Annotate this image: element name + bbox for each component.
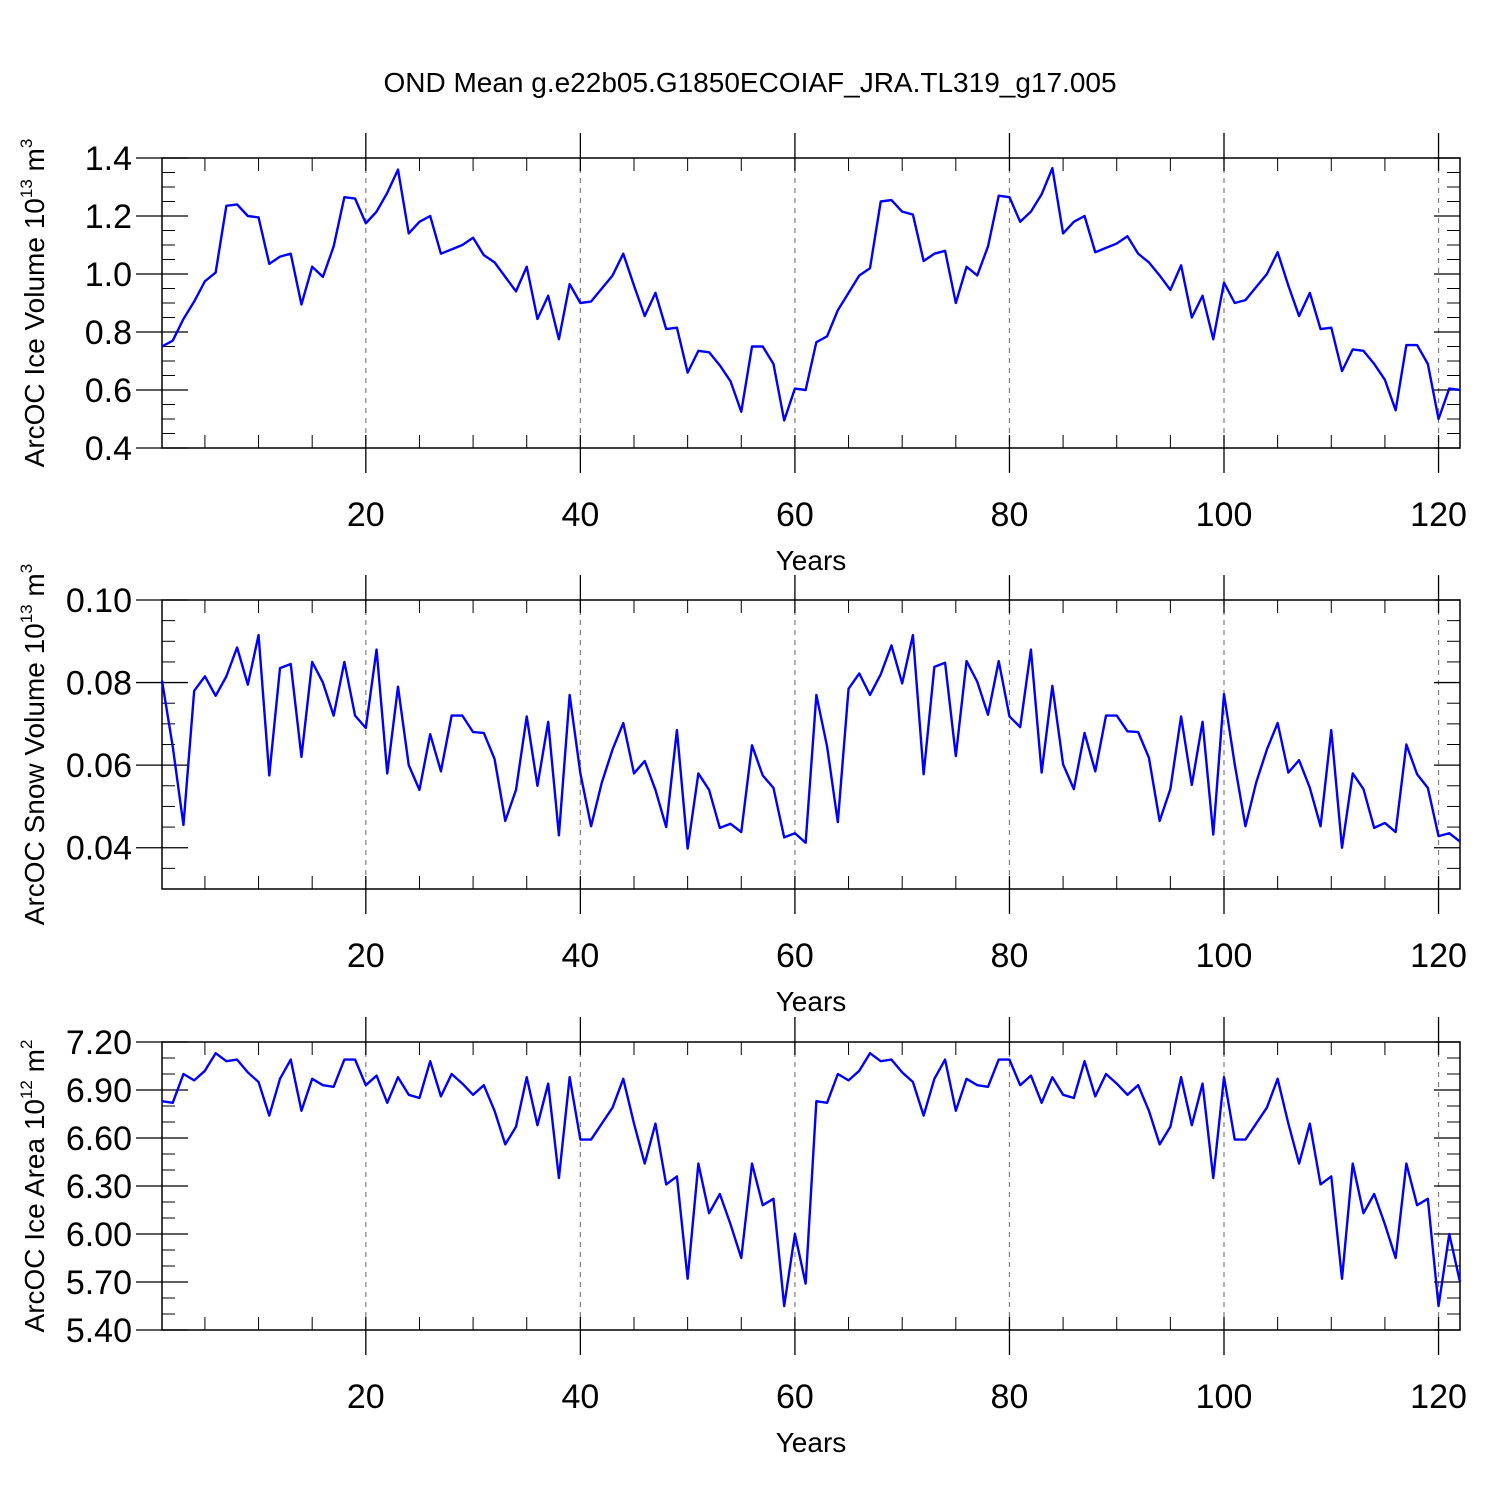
snow-volume-xtick-label: 60 (776, 937, 814, 975)
snow-volume-frame (161, 599, 1461, 890)
ice-area-ytick-label: 5.40 (66, 1312, 132, 1350)
ice-area-ytick-label: 6.60 (66, 1120, 132, 1158)
ice-area-ytick-label: 6.90 (66, 1072, 132, 1110)
ice-area-xtick-label: 80 (991, 1378, 1029, 1416)
ice-volume-xtick-label: 40 (561, 496, 599, 534)
ice-volume-ytick-label: 1.2 (85, 198, 132, 236)
ice-area-xtick-label: 60 (776, 1378, 814, 1416)
snow-volume-xtick-label: 20 (347, 937, 385, 975)
ice-volume-panel: 20 40 60 80 100 120 Years 0.4 0.6 0.8 1.0 1.2 1.4 Arc… (17, 133, 1467, 576)
snow-volume-xtick-label: 100 (1196, 937, 1253, 975)
snow-volume-ytick-label: 0.08 (66, 665, 132, 703)
snow-volume-ylabel: ArcOC Snow Volume 1013 m3 (17, 564, 50, 925)
ice-area-xlabel: Years (776, 1427, 847, 1458)
ice-volume-ytick-label: 0.4 (85, 430, 132, 468)
figure-title: OND Mean g.e22b05.G1850ECOIAF_JRA.TL319_… (383, 67, 1116, 98)
ice-area-panel: 20 40 60 80 100 120 Years 5.40 5.70 6.00 6.30 6.60 6… (17, 1017, 1467, 1458)
snow-volume-panel: 20 40 60 80 100 120 Years 0.04 0.06 0.08 0.10 ArcOC… (17, 564, 1467, 1017)
ice-volume-ytick-label: 1.4 (85, 140, 132, 178)
ice-area-xtick-label: 40 (561, 1378, 599, 1416)
snow-volume-series-line (160, 633, 1461, 850)
ice-volume-xlabel: Years (776, 545, 847, 576)
ice-area-series-line (161, 1051, 1462, 1308)
snow-volume-xtick-label: 40 (561, 937, 599, 975)
snow-volume-xtick-label: 80 (991, 937, 1029, 975)
snow-volume-ytick-label: 0.10 (66, 582, 132, 620)
snow-volume-ytick-label: 0.04 (66, 830, 132, 868)
snow-volume-ytick-label: 0.06 (66, 747, 132, 785)
ice-volume-xtick-label: 60 (776, 496, 814, 534)
ice-volume-xtick-label: 80 (991, 496, 1029, 534)
ice-area-ylabel: ArcOC Ice Area 1012 m2 (17, 1040, 50, 1333)
ice-volume-ytick-label: 1.0 (85, 256, 132, 294)
ice-area-xtick-label: 120 (1410, 1378, 1467, 1416)
ice-volume-ytick-label: 0.6 (85, 372, 132, 410)
ice-volume-ylabel: ArcOC Ice Volume 1013 m3 (17, 139, 50, 468)
ice-volume-xtick-label: 100 (1196, 496, 1253, 534)
ice-area-ytick-label: 6.00 (66, 1216, 132, 1254)
ice-volume-series-line (161, 166, 1461, 422)
ice-area-xtick-label: 20 (347, 1378, 385, 1416)
ice-volume-xtick-label: 120 (1410, 496, 1467, 534)
snow-volume-xtick-label: 120 (1410, 937, 1467, 975)
ice-volume-ytick-label: 0.8 (85, 314, 132, 352)
ice-volume-xtick-label: 20 (347, 496, 385, 534)
ice-area-ytick-label: 5.70 (66, 1264, 132, 1302)
snow-volume-xlabel: Years (776, 986, 847, 1017)
ice-area-ytick-label: 6.30 (66, 1168, 132, 1206)
ice-area-xtick-label: 100 (1196, 1378, 1253, 1416)
ice-area-ytick-label: 7.20 (66, 1024, 132, 1062)
